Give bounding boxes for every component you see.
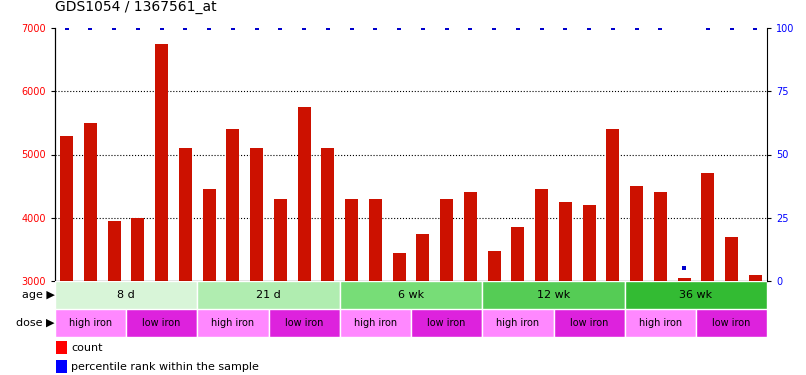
Bar: [322, 148, 334, 281]
Bar: [56, 360, 67, 373]
Point: [725, 25, 738, 31]
Bar: [393, 252, 405, 281]
Point: [179, 25, 192, 31]
Bar: [411, 309, 482, 337]
Bar: [625, 281, 767, 309]
Bar: [696, 309, 767, 337]
Text: 36 wk: 36 wk: [679, 290, 713, 300]
Bar: [417, 234, 430, 281]
Bar: [197, 309, 268, 337]
Bar: [535, 189, 548, 281]
Bar: [583, 205, 596, 281]
Bar: [701, 174, 714, 281]
Bar: [202, 189, 216, 281]
Bar: [749, 274, 762, 281]
Point: [393, 25, 405, 31]
Bar: [55, 281, 197, 309]
Bar: [250, 148, 264, 281]
Text: 6 wk: 6 wk: [398, 290, 424, 300]
Bar: [725, 237, 738, 281]
Bar: [179, 148, 192, 281]
Text: 21 d: 21 d: [256, 290, 281, 300]
Point: [464, 25, 477, 31]
Point: [559, 25, 572, 31]
Point: [156, 25, 168, 31]
Text: high iron: high iron: [354, 318, 397, 328]
Bar: [554, 309, 625, 337]
Bar: [84, 123, 97, 281]
Point: [84, 25, 97, 31]
Bar: [625, 309, 696, 337]
Text: low iron: low iron: [143, 318, 181, 328]
Point: [203, 25, 216, 31]
Point: [297, 25, 310, 31]
Bar: [654, 192, 667, 281]
Text: low iron: low iron: [285, 318, 323, 328]
Text: GDS1054 / 1367561_at: GDS1054 / 1367561_at: [55, 0, 217, 15]
Point: [488, 25, 501, 31]
Bar: [369, 199, 382, 281]
Text: count: count: [71, 343, 102, 352]
Point: [60, 25, 73, 31]
Point: [512, 25, 525, 31]
Bar: [340, 309, 411, 337]
Bar: [60, 135, 73, 281]
Text: 8 d: 8 d: [117, 290, 135, 300]
Bar: [345, 199, 358, 281]
Bar: [678, 278, 691, 281]
Bar: [274, 199, 287, 281]
Point: [535, 25, 548, 31]
Bar: [297, 107, 311, 281]
Text: dose ▶: dose ▶: [16, 318, 55, 328]
Text: low iron: low iron: [713, 318, 751, 328]
Bar: [488, 251, 501, 281]
Point: [322, 25, 334, 31]
Text: high iron: high iron: [211, 318, 255, 328]
Point: [131, 25, 144, 31]
Point: [274, 25, 287, 31]
Point: [369, 25, 382, 31]
Point: [749, 25, 762, 31]
Bar: [630, 186, 643, 281]
Point: [701, 25, 714, 31]
Text: high iron: high iron: [639, 318, 682, 328]
Bar: [226, 129, 239, 281]
Point: [583, 25, 596, 31]
Point: [108, 25, 121, 31]
Point: [654, 25, 667, 31]
Text: high iron: high iron: [496, 318, 539, 328]
Bar: [606, 129, 620, 281]
Bar: [440, 199, 453, 281]
Bar: [155, 44, 168, 281]
Bar: [559, 202, 572, 281]
Text: high iron: high iron: [69, 318, 112, 328]
Point: [678, 266, 691, 272]
Bar: [108, 221, 121, 281]
Bar: [56, 341, 67, 354]
Point: [440, 25, 453, 31]
Text: percentile rank within the sample: percentile rank within the sample: [71, 362, 259, 372]
Text: low iron: low iron: [570, 318, 609, 328]
Point: [345, 25, 358, 31]
Text: age ▶: age ▶: [22, 290, 55, 300]
Bar: [511, 227, 525, 281]
Bar: [482, 309, 554, 337]
Bar: [55, 309, 126, 337]
Point: [630, 25, 643, 31]
Point: [226, 25, 239, 31]
Text: 12 wk: 12 wk: [537, 290, 570, 300]
Bar: [482, 281, 625, 309]
Bar: [268, 309, 340, 337]
Point: [250, 25, 263, 31]
Bar: [197, 281, 340, 309]
Text: low iron: low iron: [427, 318, 466, 328]
Bar: [464, 192, 477, 281]
Point: [606, 25, 619, 31]
Point: [417, 25, 430, 31]
Bar: [340, 281, 482, 309]
Bar: [131, 218, 144, 281]
Bar: [126, 309, 197, 337]
